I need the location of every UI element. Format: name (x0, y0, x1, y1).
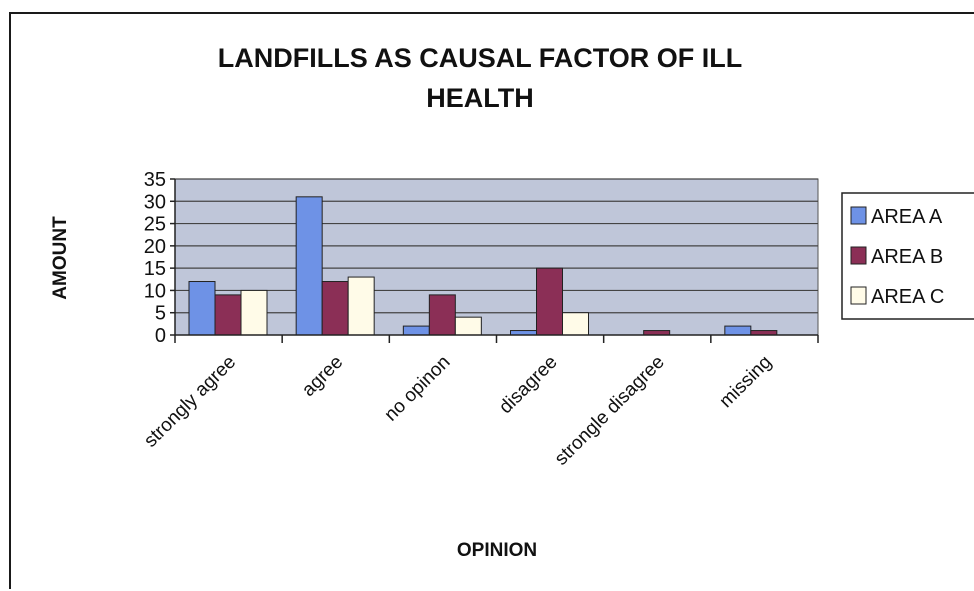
bar-area-a (402, 325, 430, 336)
x-tick-label: disagree (495, 352, 561, 418)
y-tick-label: 25 (144, 214, 166, 236)
chart-title-line1: LANDFILLS AS CAUSAL FACTOR OF ILL (217, 43, 743, 73)
y-tick-label: 35 (144, 169, 166, 191)
bar-area-c (454, 316, 482, 336)
y-axis-label: AMOUNT (50, 216, 71, 300)
x-axis-ticks: strongly agree agree no opinon disagreestro… (140, 334, 819, 470)
legend: AREA A AREA B AREA C (841, 192, 974, 320)
x-tick-label: missing (716, 352, 776, 412)
plot-background (174, 178, 819, 336)
y-tick-label: 15 (144, 258, 166, 280)
bar-area-a (188, 281, 216, 336)
bar-area-c (240, 289, 268, 336)
x-tick-label: strongle disagree (551, 352, 669, 470)
bar-area-c (562, 312, 589, 336)
chart-title: LANDFILLS AS CAUSAL FACTOR OF ILL HEALTH (150, 38, 810, 118)
y-tick-label: 10 (144, 280, 166, 302)
bar-area-a (724, 325, 752, 336)
y-tick-label: 30 (144, 191, 166, 213)
x-axis-label: OPINION (457, 540, 537, 561)
legend-label: AREA B (871, 246, 943, 268)
bars (188, 196, 778, 336)
legend-swatch (850, 206, 867, 225)
legend-swatch (850, 286, 867, 305)
chart-title-line2: HEALTH (426, 83, 534, 113)
bar-area-b (428, 294, 456, 336)
bar-area-b (321, 281, 349, 336)
x-tick-label: agree (298, 352, 347, 401)
plot-area (174, 178, 819, 336)
legend-label: AREA A (871, 206, 943, 228)
legend-label: AREA C (871, 286, 944, 308)
legend-swatch (850, 246, 867, 265)
bar-area-b (214, 294, 242, 336)
x-tick-label: no opinon (381, 352, 455, 426)
y-tick-label: 5 (155, 303, 166, 325)
y-tick-label: 0 (155, 325, 166, 347)
bar-area-c (347, 276, 375, 336)
bar-area-b (536, 267, 563, 336)
y-tick-label: 20 (144, 236, 166, 258)
x-tick-label: strongly agree (140, 352, 240, 452)
bar-area-a (295, 196, 323, 336)
